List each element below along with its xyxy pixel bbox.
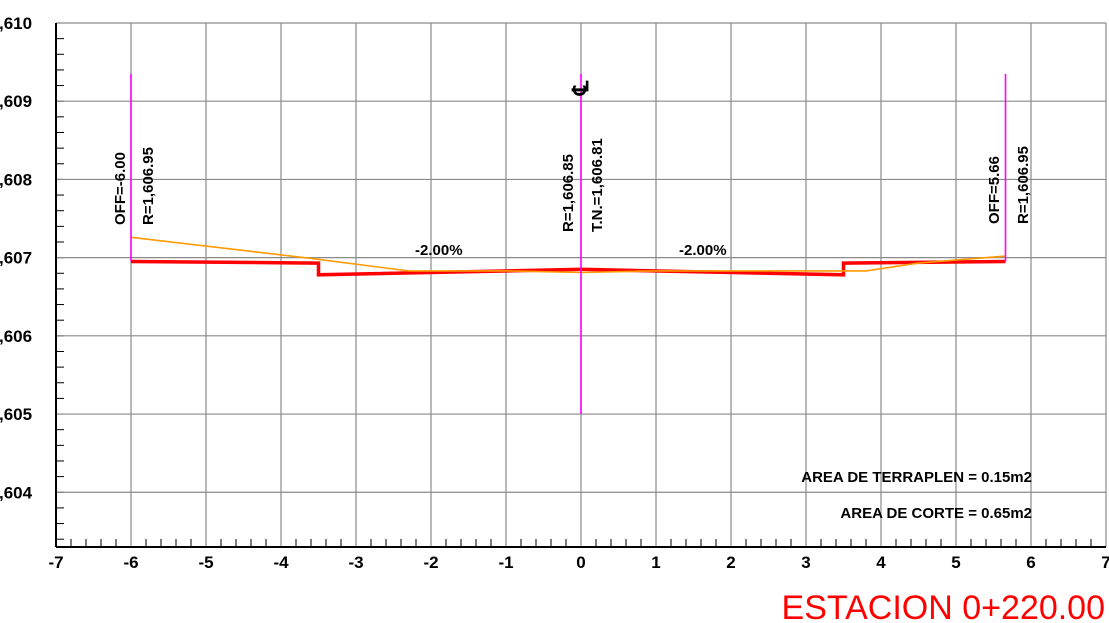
minor-grid (56, 22, 1092, 547)
y-tick-label-4: ,606 (0, 327, 32, 346)
tick-labels: -7 -6 -5 -4 -3 -2 -1 0 1 2 3 4 5 6 7 ,610 ,609 ,608 ,607 ,6… (0, 14, 1109, 572)
x-tick-label-8: 1 (651, 553, 660, 572)
x-tick-label-0: -7 (48, 553, 63, 572)
x-tick-label-4: -3 (348, 553, 363, 572)
area-corte-label: AREA DE CORTE = 0.65m2 (840, 505, 1032, 522)
series-line-1 (130, 236, 1006, 274)
y-tick-label-6: ,604 (0, 483, 33, 502)
x-tick-label-14: 7 (1101, 553, 1109, 572)
x-tick-label-6: -1 (498, 553, 513, 572)
x-tick-label-9: 2 (726, 553, 735, 572)
y-tick-label-3: ,607 (0, 249, 32, 268)
area-terraplen-label: AREA DE TERRAPLEN = 0.15m2 (801, 469, 1032, 486)
center-tn-label: T.N.=1,606.81 (589, 138, 606, 232)
x-tick-label-13: 6 (1026, 553, 1035, 572)
x-tick-label-3: -4 (273, 553, 289, 572)
x-tick-label-2: -5 (198, 553, 213, 572)
right-offset-label: OFF=5.66 (986, 156, 1003, 224)
x-tick-label-1: -6 (123, 553, 138, 572)
x-tick-label-11: 4 (876, 553, 886, 572)
centerline-symbol: ℄ (568, 80, 593, 96)
series-lines (130, 236, 1006, 277)
center-r-label: R=1,606.85 (560, 154, 577, 232)
slope-left-label: -2.00% (415, 242, 463, 259)
reference-lines (130, 73, 1007, 415)
y-tick-label-2: ,608 (0, 170, 32, 189)
axes (55, 23, 1106, 548)
x-tick-label-12: 5 (951, 553, 960, 572)
x-tick-label-7: 0 (576, 553, 585, 572)
right-elevation-label: R=1,606.95 (1015, 146, 1032, 224)
x-tick-label-5: -2 (423, 553, 438, 572)
slope-right-label: -2.00% (679, 242, 727, 259)
y-tick-label-1: ,609 (0, 92, 32, 111)
station-title: ESTACION 0+220.00 (782, 589, 1105, 623)
y-tick-label-5: ,605 (0, 405, 32, 424)
x-tick-label-10: 3 (801, 553, 810, 572)
left-elevation-label: R=1,606.95 (140, 147, 157, 225)
left-offset-label: OFF=-6.00 (112, 152, 129, 225)
y-tick-label-0: ,610 (0, 14, 32, 33)
